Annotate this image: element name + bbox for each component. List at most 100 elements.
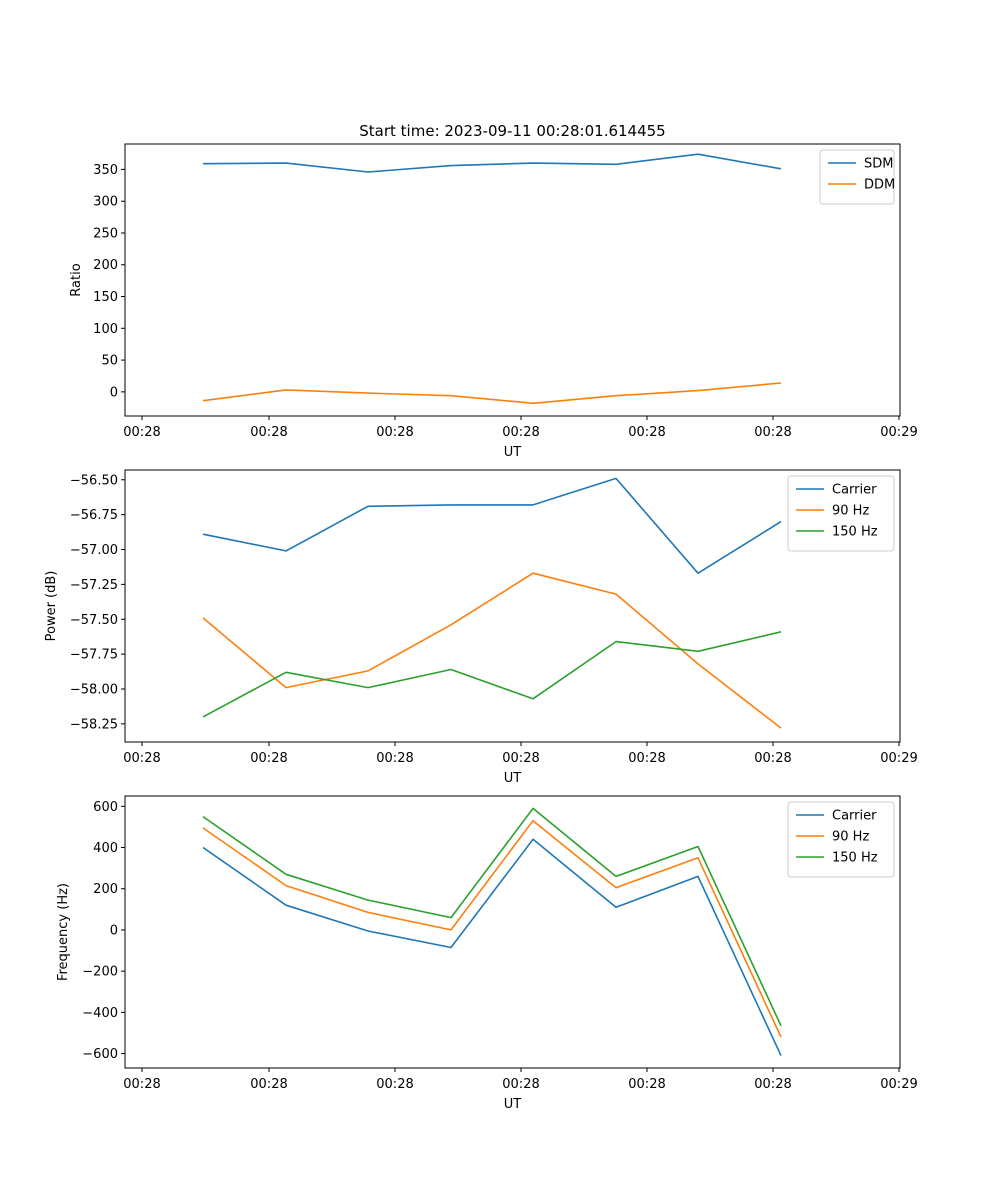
series-line-90-hz — [202, 572, 782, 729]
y-tick-label: 0 — [110, 385, 118, 400]
y-tick: 200 — [93, 258, 125, 273]
y-tick: 50 — [101, 354, 125, 369]
y-axis-label: Ratio — [69, 263, 84, 296]
axes-frame — [124, 469, 901, 743]
legend-box — [787, 475, 895, 552]
y-tick-label: −600 — [82, 1047, 118, 1062]
x-tick: 00:28 — [502, 416, 540, 440]
series-line-carrier — [202, 477, 782, 575]
x-tick: 00:28 — [123, 1068, 161, 1092]
y-tick-label: 300 — [93, 195, 118, 210]
x-tick-label: 00:28 — [250, 425, 287, 440]
legend-label: Carrier — [832, 809, 877, 824]
y-axis-label: Power (dB) — [44, 571, 59, 642]
y-tick-label: 250 — [93, 226, 118, 241]
x-tick: 00:28 — [628, 416, 666, 440]
y-tick-label: −57.25 — [70, 578, 118, 593]
x-tick-label: 00:28 — [376, 1077, 413, 1092]
x-tick: 00:28 — [754, 1068, 792, 1092]
y-tick-label: 350 — [93, 163, 118, 178]
y-tick-label: −57.75 — [70, 648, 118, 663]
y-tick: 600 — [93, 800, 125, 815]
legend-label: 90 Hz — [832, 504, 869, 519]
x-tick: 00:28 — [376, 1068, 414, 1092]
chart-title: Start time: 2023-09-11 00:28:01.614455 — [359, 122, 665, 140]
x-tick-label: 00:28 — [123, 751, 160, 766]
y-tick-label: −57.00 — [70, 543, 118, 558]
y-tick: 200 — [93, 882, 125, 897]
legend-label: 150 Hz — [832, 851, 878, 866]
y-tick: −57.00 — [70, 543, 125, 558]
x-tick-label: 00:29 — [880, 425, 917, 440]
y-tick: −58.00 — [70, 682, 125, 697]
y-tick: −600 — [82, 1047, 125, 1062]
y-axis-label: Frequency (Hz) — [56, 883, 71, 981]
y-tick: 350 — [93, 163, 125, 178]
series-line-150-hz — [202, 631, 782, 718]
y-tick: −200 — [82, 965, 125, 980]
x-tick: 00:28 — [123, 416, 161, 440]
x-tick-label: 00:28 — [376, 751, 413, 766]
x-axis-label: UT — [504, 445, 522, 460]
y-tick-label: 200 — [93, 882, 118, 897]
x-tick-label: 00:28 — [628, 425, 665, 440]
legend-box — [787, 801, 895, 878]
x-tick-label: 00:28 — [123, 1077, 160, 1092]
y-tick: 0 — [110, 923, 125, 938]
y-tick: −57.25 — [70, 578, 125, 593]
x-tick-label: 00:28 — [250, 751, 287, 766]
series-line-90-hz — [202, 819, 782, 1038]
x-tick: 00:29 — [880, 742, 918, 766]
y-tick-label: 0 — [110, 923, 118, 938]
x-tick: 00:29 — [880, 1068, 918, 1092]
x-tick: 00:28 — [628, 742, 666, 766]
x-tick: 00:28 — [628, 1068, 666, 1092]
y-tick: −400 — [82, 1006, 125, 1021]
x-tick-label: 00:28 — [628, 751, 665, 766]
legend-label: DDM — [864, 178, 895, 193]
y-tick: 300 — [93, 195, 125, 210]
y-tick-label: −200 — [82, 965, 118, 980]
legend-label: SDM — [864, 157, 893, 172]
y-tick-label: −57.50 — [70, 613, 118, 628]
y-tick: 100 — [93, 322, 125, 337]
y-tick: −56.50 — [70, 473, 125, 488]
x-axis-label: UT — [504, 771, 522, 786]
legend: Carrier 90 Hz 150 Hz — [787, 801, 895, 878]
x-tick-label: 00:29 — [880, 1077, 917, 1092]
x-tick-label: 00:28 — [502, 751, 539, 766]
subplot-3: UT −600 −400 −200 0 200 400 600 Frequency (Hz) Ca… — [56, 795, 918, 1112]
y-tick: 250 — [93, 226, 125, 241]
y-tick: −57.50 — [70, 613, 125, 628]
y-tick: −58.25 — [70, 717, 125, 732]
x-tick: 00:28 — [250, 1068, 288, 1092]
x-tick: 00:28 — [123, 742, 161, 766]
legend: Carrier 90 Hz 150 Hz — [787, 475, 895, 552]
series-line-ddm — [202, 382, 782, 405]
x-tick-label: 00:28 — [250, 1077, 287, 1092]
x-tick: 00:28 — [754, 416, 792, 440]
y-tick-label: 150 — [93, 290, 118, 305]
y-tick: 400 — [93, 841, 125, 856]
y-tick-label: 50 — [101, 354, 118, 369]
axes-frame — [124, 795, 901, 1069]
x-tick-label: 00:29 — [880, 751, 917, 766]
x-tick: 00:28 — [754, 742, 792, 766]
x-tick: 00:28 — [502, 1068, 540, 1092]
x-tick: 00:28 — [250, 416, 288, 440]
legend-label: 90 Hz — [832, 830, 869, 845]
y-tick: −56.75 — [70, 508, 125, 523]
series-line-150-hz — [202, 807, 782, 1027]
axes-frame — [124, 143, 901, 417]
x-tick: 00:28 — [376, 416, 414, 440]
y-tick-label: 600 — [93, 800, 118, 815]
y-tick-label: 400 — [93, 841, 118, 856]
series-line-carrier — [202, 838, 782, 1056]
legend-label: 150 Hz — [832, 525, 878, 540]
x-axis-label: UT — [504, 1097, 522, 1112]
y-tick-label: −400 — [82, 1006, 118, 1021]
subplot-2: UT −58.25 −58.00 −57.75 −57.50 −57.25 −57.00 −5… — [44, 469, 918, 786]
x-tick-label: 00:28 — [754, 751, 791, 766]
x-tick-label: 00:28 — [754, 425, 791, 440]
x-tick: 00:28 — [250, 742, 288, 766]
